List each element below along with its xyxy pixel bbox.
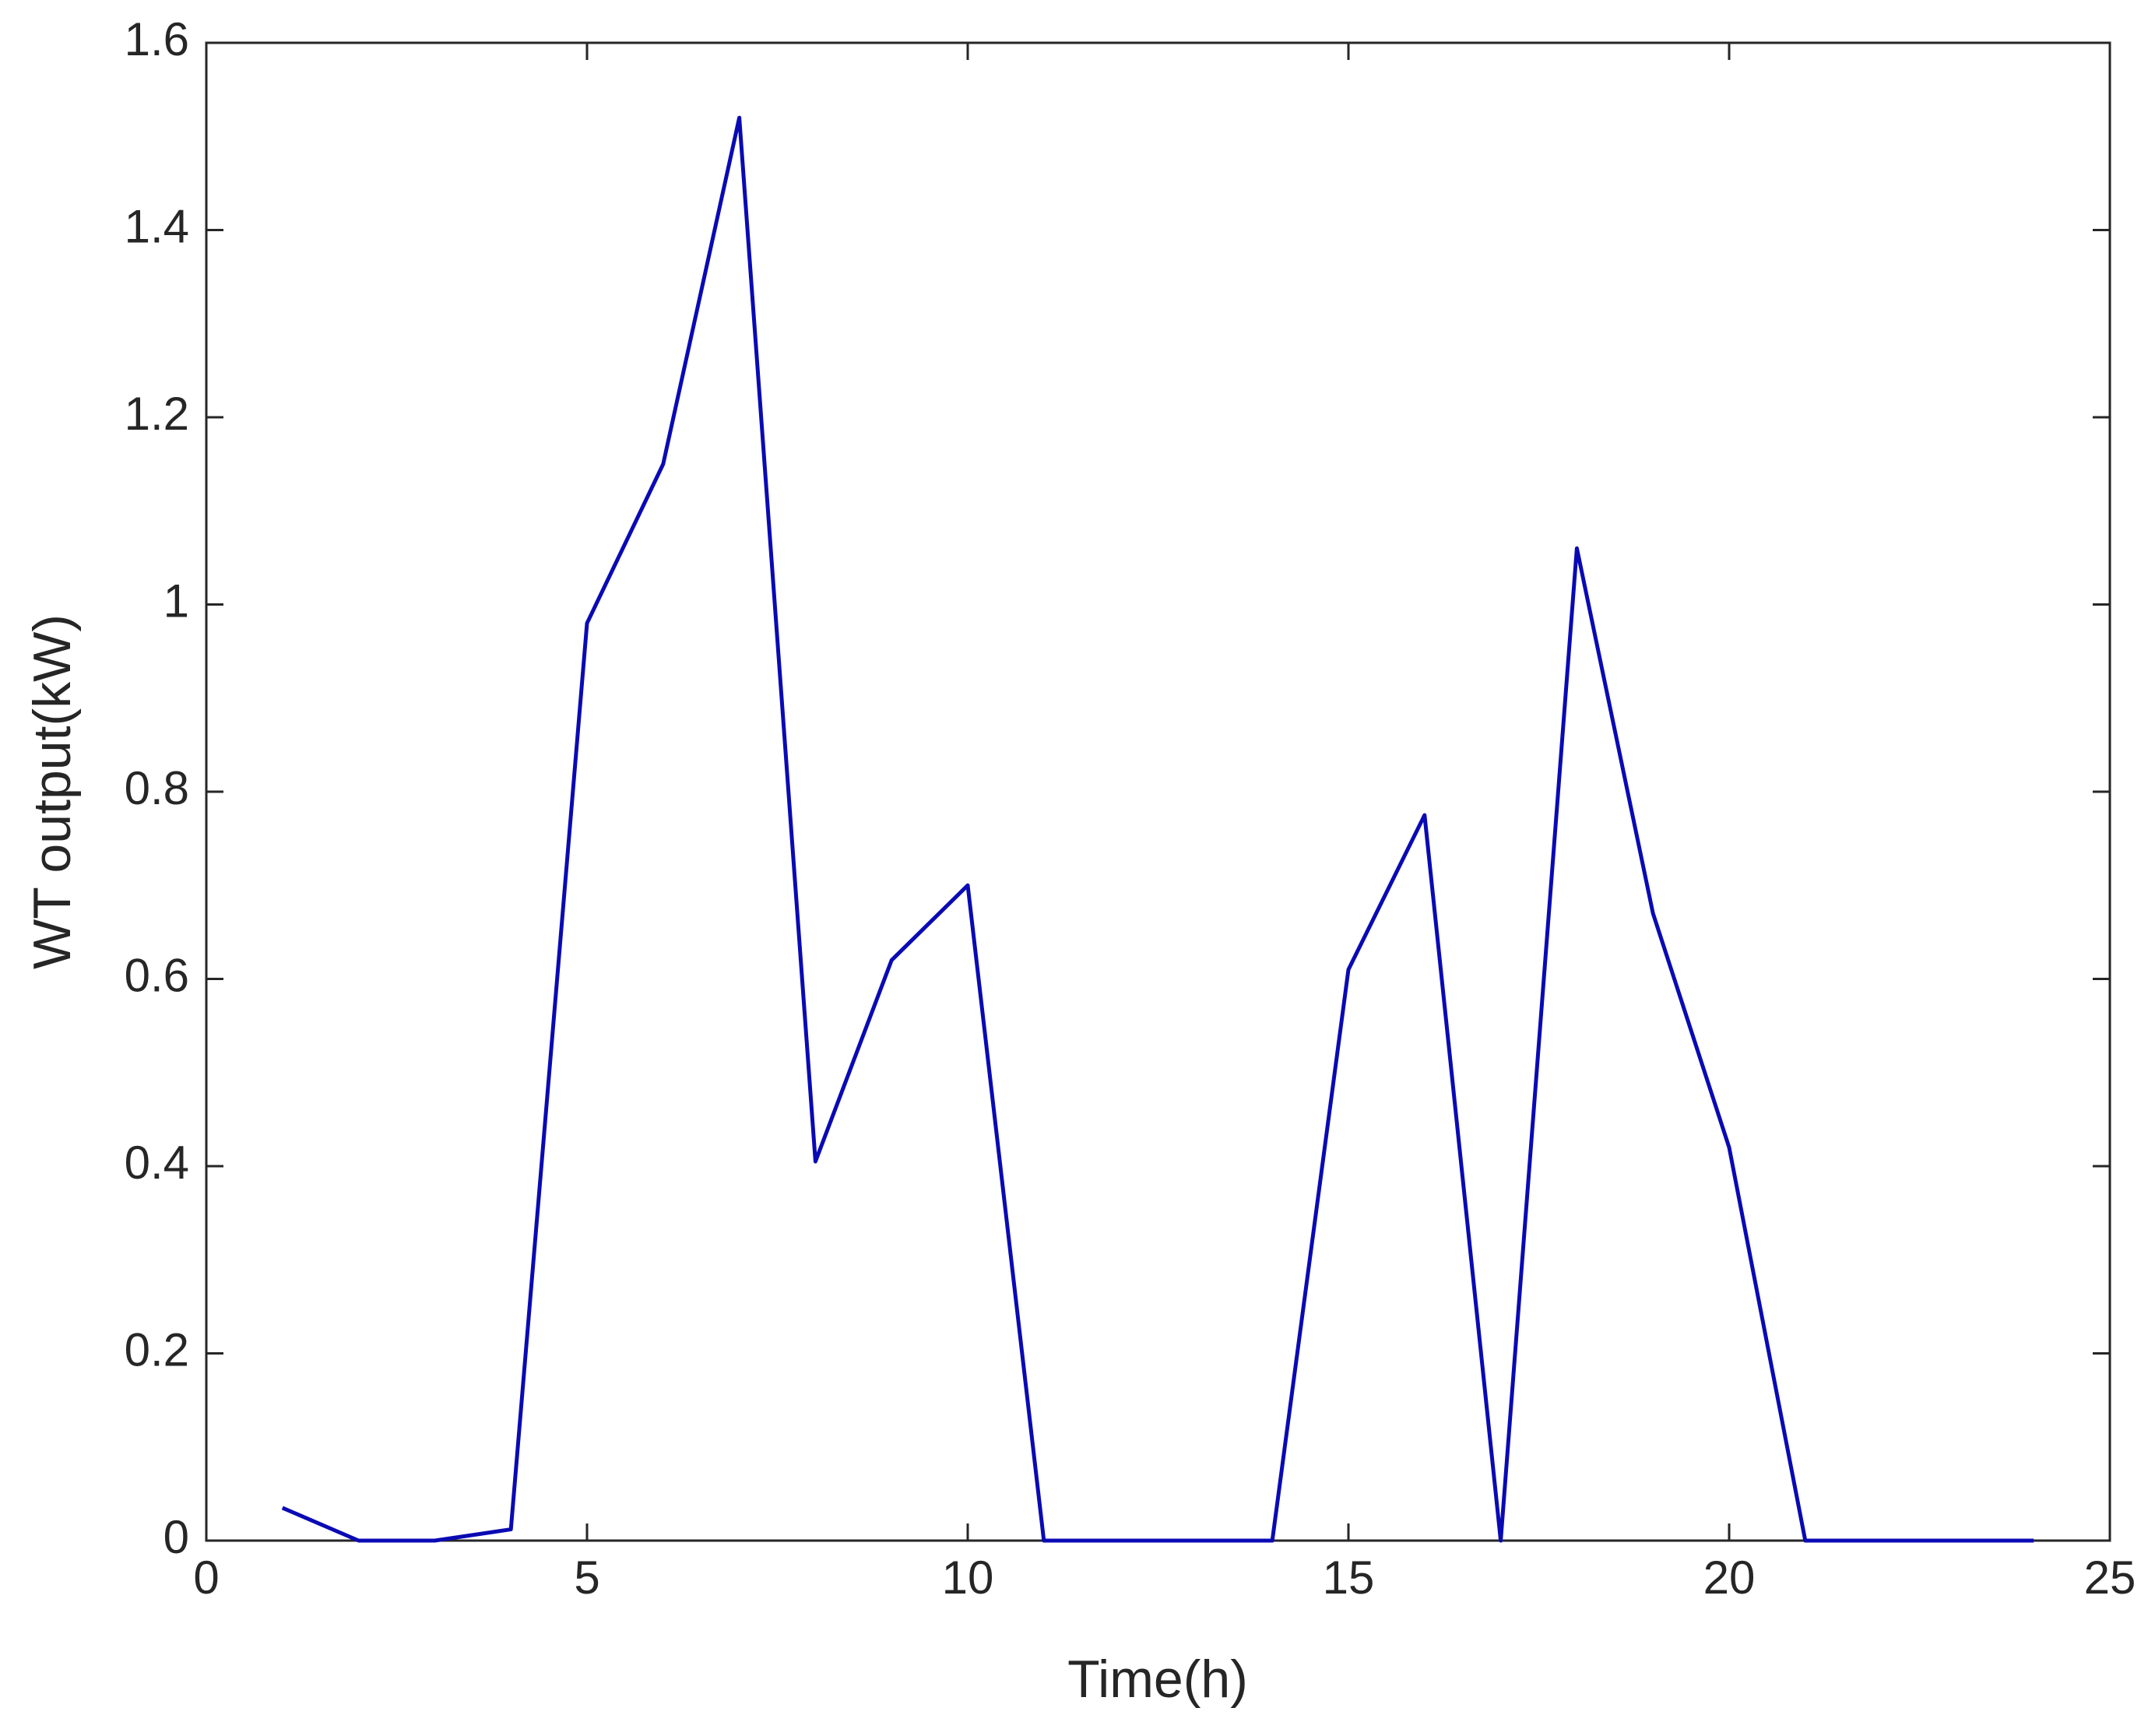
y-tick-label: 1.2 xyxy=(125,388,189,440)
x-tick-label: 0 xyxy=(193,1552,219,1604)
y-tick-label: 1.4 xyxy=(125,200,189,252)
x-tick-label: 15 xyxy=(1323,1552,1375,1604)
y-tick-label: 1 xyxy=(163,575,189,627)
y-axis-label: WT output(kW) xyxy=(23,614,82,969)
x-axis-label: Time(h) xyxy=(1067,1650,1248,1709)
data-line xyxy=(281,115,2034,1543)
y-tick-label: 0.6 xyxy=(125,949,189,1001)
x-tick-label: 5 xyxy=(574,1552,599,1604)
y-tick-label: 0.4 xyxy=(125,1137,189,1189)
x-tick-label: 25 xyxy=(2084,1552,2136,1604)
plot-frame xyxy=(205,41,2111,1542)
y-tick-label: 0.2 xyxy=(125,1323,189,1376)
x-tick-label: 10 xyxy=(942,1552,994,1604)
x-tick-label: 20 xyxy=(1703,1552,1756,1604)
y-tick-label: 1.6 xyxy=(125,13,189,65)
y-tick-label: 0 xyxy=(163,1511,189,1563)
y-tick-label: 0.8 xyxy=(125,762,189,814)
